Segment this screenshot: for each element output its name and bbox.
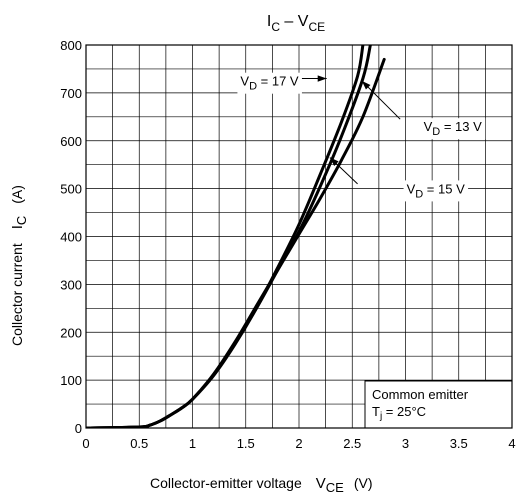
x-tick-label: 1.5 bbox=[237, 436, 255, 451]
curves bbox=[86, 45, 386, 428]
y-tick-label: 300 bbox=[60, 277, 82, 292]
x-tick-label: 2 bbox=[295, 436, 302, 451]
annotation-arrowhead bbox=[329, 157, 339, 167]
y-axis-unit: (A) bbox=[9, 185, 25, 204]
y-tick-label: 0 bbox=[75, 421, 82, 436]
info-box-line2: Tj = 25°C bbox=[372, 404, 426, 422]
title-symbol: I bbox=[267, 13, 271, 30]
info-box: Common emitter Tj = 25°C bbox=[364, 380, 513, 429]
x-tick-label: 4 bbox=[508, 436, 515, 451]
y-tick-labels: 0 100 200 300 400 500 600 700 800 bbox=[60, 38, 82, 436]
info-box-line2-value: = 25°C bbox=[382, 404, 426, 419]
y-tick-label: 700 bbox=[60, 86, 82, 101]
y-axis-symbol-subscript: C bbox=[14, 216, 29, 225]
x-axis-unit: (V) bbox=[354, 475, 373, 491]
info-box-line1: Common emitter bbox=[372, 387, 469, 402]
y-tick-label: 400 bbox=[60, 230, 82, 245]
y-tick-label: 600 bbox=[60, 134, 82, 149]
series-line-2 bbox=[86, 57, 386, 428]
y-tick-label: 200 bbox=[60, 325, 82, 340]
plot-frame bbox=[85, 44, 513, 429]
x-tick-label: 0 bbox=[82, 436, 89, 451]
annotation-label-background bbox=[420, 118, 486, 140]
annotation-arrowhead bbox=[317, 75, 327, 82]
annotation-label: VD = 13 V bbox=[424, 119, 483, 138]
x-axis-symbol-subscript: CE bbox=[326, 480, 344, 495]
annotation-label-background bbox=[237, 72, 302, 94]
y-axis-symbol: I bbox=[9, 225, 26, 229]
x-tick-label: 0.5 bbox=[130, 436, 148, 451]
annotation-label-symbol: V bbox=[240, 74, 249, 89]
y-tick-label: 100 bbox=[60, 373, 82, 388]
info-box-line2-subscript: j bbox=[379, 411, 382, 422]
title-symbol-subscript: C bbox=[271, 20, 280, 34]
annotation-label-value: = 17 V bbox=[257, 74, 299, 89]
annotation-label-subscript: D bbox=[249, 81, 257, 93]
annotation-label-symbol: V bbox=[407, 181, 416, 196]
annotation-label-subscript: D bbox=[415, 188, 423, 200]
annotation-arrowhead bbox=[361, 80, 371, 90]
x-tick-labels: 0 0.5 1 1.5 2 2.5 3 3.5 4 bbox=[82, 436, 515, 451]
annotation-arrow-line bbox=[361, 80, 401, 120]
annotation-label: VD = 15 V bbox=[407, 181, 466, 200]
y-axis-label-text: Collector current bbox=[9, 243, 25, 346]
chart-title: IC – VCE bbox=[267, 13, 325, 34]
x-tick-label: 3 bbox=[402, 436, 409, 451]
y-tick-label: 800 bbox=[60, 38, 82, 53]
x-axis-label-text: Collector-emitter voltage bbox=[150, 475, 302, 491]
x-axis-label: Collector-emitter voltage VCE (V) bbox=[150, 475, 372, 495]
y-tick-label: 500 bbox=[60, 182, 82, 197]
y-axis-label: Collector current IC (A) bbox=[9, 185, 29, 346]
annotation-label-subscript: D bbox=[432, 126, 440, 138]
title-separator: – V bbox=[280, 13, 309, 30]
info-box-line2-symbol: T bbox=[372, 404, 380, 419]
title-tail-subscript: CE bbox=[308, 20, 325, 34]
x-tick-label: 2.5 bbox=[343, 436, 361, 451]
info-box-frame bbox=[364, 380, 513, 429]
x-tick-label: 3.5 bbox=[450, 436, 468, 451]
curve-annotations: VD = 17 VVD = 13 VVD = 15 V bbox=[237, 72, 486, 202]
annotation-label-background bbox=[403, 180, 469, 202]
annotation-label: VD = 17 V bbox=[240, 74, 299, 93]
x-axis-symbol: V bbox=[316, 475, 326, 492]
annotation-label-symbol: V bbox=[424, 119, 433, 134]
annotation-label-value: = 15 V bbox=[423, 181, 465, 196]
annotation-label-value: = 13 V bbox=[440, 119, 482, 134]
x-tick-label: 1 bbox=[189, 436, 196, 451]
